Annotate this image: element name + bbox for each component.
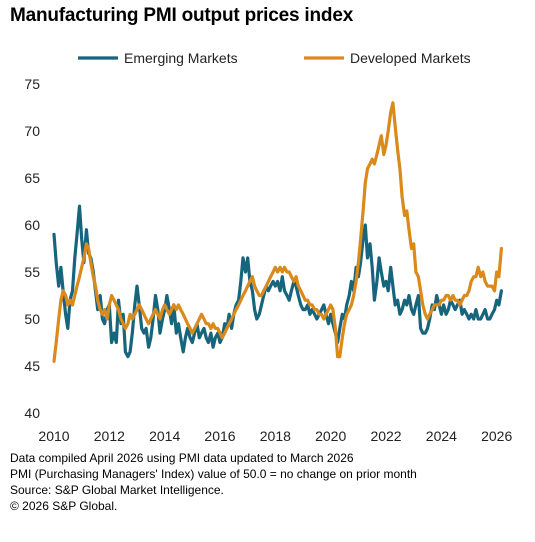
legend-label: Emerging Markets xyxy=(124,50,238,66)
y-tick-label: 75 xyxy=(24,76,40,92)
y-tick-label: 45 xyxy=(24,358,40,374)
footnotes: Data compiled April 2026 using PMI data … xyxy=(10,450,417,514)
y-tick-label: 60 xyxy=(24,217,40,233)
y-tick-label: 50 xyxy=(24,311,40,327)
y-tick-label: 65 xyxy=(24,170,40,186)
x-tick-label: 2026 xyxy=(481,428,512,444)
footnote-data-compiled: Data compiled April 2026 using PMI data … xyxy=(10,451,354,465)
y-tick-label: 40 xyxy=(24,405,40,421)
footnote-pmi-definition: PMI (Purchasing Managers' Index) value o… xyxy=(10,467,417,481)
legend: Emerging Markets Developed Markets xyxy=(78,50,471,66)
series-line-emerging-markets xyxy=(52,204,503,359)
x-tick-label: 2016 xyxy=(204,428,235,444)
y-tick-label: 55 xyxy=(24,264,40,280)
line-chart: Emerging Markets Developed Markets 40 45 50… xyxy=(24,50,512,444)
footnote-copyright: © 2026 S&P Global. xyxy=(10,499,118,513)
x-axis: 2010 2012 2014 2016 2018 2020 2022 2024 2026 xyxy=(38,428,512,444)
y-axis: 40 45 50 55 60 65 70 75 xyxy=(24,76,40,421)
y-tick-label: 70 xyxy=(24,123,40,139)
legend-label: Developed Markets xyxy=(350,50,471,66)
x-tick-label: 2014 xyxy=(149,428,180,444)
series-line-developed-markets xyxy=(52,101,503,363)
x-tick-label: 2022 xyxy=(370,428,401,444)
chart-title: Manufacturing PMI output prices index xyxy=(10,5,354,26)
x-tick-label: 2020 xyxy=(315,428,346,444)
x-tick-label: 2018 xyxy=(260,428,291,444)
footnote-source: Source: S&P Global Market Intelligence. xyxy=(10,483,224,497)
x-tick-label: 2024 xyxy=(426,428,457,444)
x-tick-label: 2010 xyxy=(38,428,69,444)
x-tick-label: 2012 xyxy=(94,428,125,444)
series-layer xyxy=(52,101,503,363)
